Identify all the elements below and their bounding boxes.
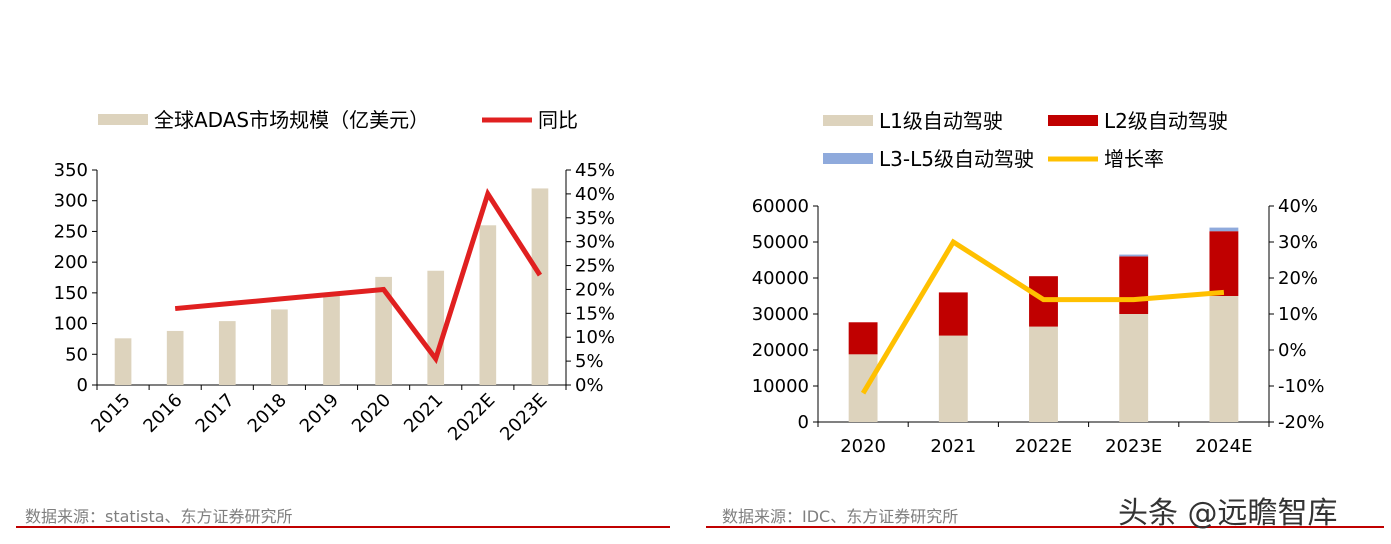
right-tick-label: 35% — [575, 208, 615, 229]
right-tick-label: 15% — [575, 303, 615, 324]
right-tick-label: 45% — [575, 160, 615, 181]
bar-L1级自动驾驶 — [1209, 296, 1239, 422]
bar-全球ADAS市场规模（亿美元） — [479, 225, 497, 385]
left-tick-label: 50 — [65, 344, 88, 365]
x-tick-label: 2018 — [244, 390, 291, 437]
right-tick-label: 30% — [1278, 232, 1318, 253]
right-tick-label: 25% — [575, 256, 615, 277]
left-tick-label: 40000 — [752, 268, 809, 289]
x-tick-label: 2019 — [296, 390, 343, 437]
left-tick-label: 30000 — [752, 304, 809, 325]
right-tick-label: -10% — [1278, 376, 1325, 397]
bar-L2级自动驾驶 — [938, 292, 968, 336]
right-tick-label: 10% — [575, 327, 615, 348]
right-tick-label: 30% — [575, 232, 615, 253]
x-tick-label: 2015 — [87, 390, 134, 437]
left-tick-label: 150 — [54, 283, 88, 304]
legend-label: L3-L5级自动驾驶 — [879, 147, 1034, 171]
x-tick-label: 2017 — [192, 390, 239, 437]
legend-swatch — [823, 115, 873, 126]
x-tick-label: 2021 — [400, 390, 447, 437]
bar-L2级自动驾驶 — [848, 322, 878, 355]
x-tick-label: 2022E — [444, 390, 499, 445]
source-note-left: 数据来源：statista、东方证券研究所 — [25, 507, 293, 526]
bar-全球ADAS市场规模（亿美元） — [271, 309, 288, 385]
divider-right — [706, 526, 1384, 528]
bar-L3-L5级自动驾驶 — [1119, 254, 1149, 257]
bar-全球ADAS市场规模（亿美元） — [427, 270, 445, 385]
legend-label: L2级自动驾驶 — [1104, 109, 1228, 133]
legend-swatch — [1048, 115, 1098, 126]
legend-label: 增长率 — [1104, 147, 1164, 171]
bar-全球ADAS市场规模（亿美元） — [375, 276, 392, 385]
right-tick-label: 0% — [575, 375, 604, 396]
line-series-同比 — [174, 188, 543, 365]
left-tick-label: 100 — [54, 314, 88, 335]
legend-swatch — [98, 114, 148, 125]
adas-market-chart: 0 50 100 150 200 250 300 350 0% 5% 10% 15% 20%25% 30%… — [54, 108, 615, 445]
bar-L1级自动驾驶 — [848, 354, 878, 422]
left-tick-label: 200 — [54, 252, 88, 273]
x-tick-label: 2024E — [1195, 436, 1252, 457]
x-tick-label: 2022E — [1015, 436, 1072, 457]
bar-L1级自动驾驶 — [1119, 314, 1149, 422]
bar-全球ADAS市场规模（亿美元） — [531, 188, 549, 385]
bar-L2级自动驾驶 — [1119, 256, 1149, 314]
x-tick-label: 2016 — [139, 390, 186, 437]
source-note-right: 数据来源：IDC、东方证券研究所 — [722, 507, 959, 526]
bar-全球ADAS市场规模（亿美元） — [323, 292, 340, 385]
x-tick-label: 2020 — [840, 436, 886, 457]
autonomous-driving-chart: 0 10000 20000 30000 40000 50000 60000 -20% -10% 0… — [752, 109, 1325, 457]
bar-全球ADAS市场规模（亿美元） — [218, 321, 236, 385]
x-tick-label: 2023E — [1105, 436, 1162, 457]
legend-label: 同比 — [538, 108, 578, 132]
right-tick-label: 20% — [1278, 268, 1318, 289]
left-tick-label: 0 — [77, 375, 88, 396]
right-tick-label: 10% — [1278, 304, 1318, 325]
legend-label: 全球ADAS市场规模（亿美元） — [154, 108, 429, 132]
divider-left — [16, 526, 670, 528]
left-tick-label: 300 — [54, 191, 88, 212]
right-tick-label: 0% — [1278, 340, 1307, 361]
right-tick-label: 40% — [1278, 196, 1318, 217]
left-tick-label: 0 — [798, 412, 809, 433]
x-tick-label: 2021 — [930, 436, 976, 457]
left-tick-label: 350 — [54, 160, 88, 181]
legend-swatch — [823, 153, 873, 164]
bar-L1级自动驾驶 — [938, 335, 968, 422]
bar-L2级自动驾驶 — [1209, 231, 1239, 296]
right-tick-label: 5% — [575, 351, 604, 372]
bar-全球ADAS市场规模（亿美元） — [114, 338, 132, 385]
bar-L1级自动驾驶 — [1029, 326, 1058, 422]
left-tick-label: 20000 — [752, 340, 809, 361]
left-tick-label: 50000 — [752, 232, 809, 253]
bar-全球ADAS市场规模（亿美元） — [166, 330, 184, 385]
right-tick-label: -20% — [1278, 412, 1325, 433]
left-tick-label: 250 — [54, 221, 88, 242]
x-tick-label: 2020 — [348, 390, 395, 437]
left-tick-label: 10000 — [752, 376, 809, 397]
right-tick-label: 20% — [575, 279, 615, 300]
watermark: 头条 @远瞻智库 — [1118, 496, 1338, 531]
bar-L3-L5级自动驾驶 — [1209, 227, 1239, 232]
right-tick-label: 40% — [575, 184, 615, 205]
x-tick-label: 2023E — [496, 390, 551, 445]
legend-label: L1级自动驾驶 — [879, 109, 1003, 133]
left-tick-label: 60000 — [752, 196, 809, 217]
